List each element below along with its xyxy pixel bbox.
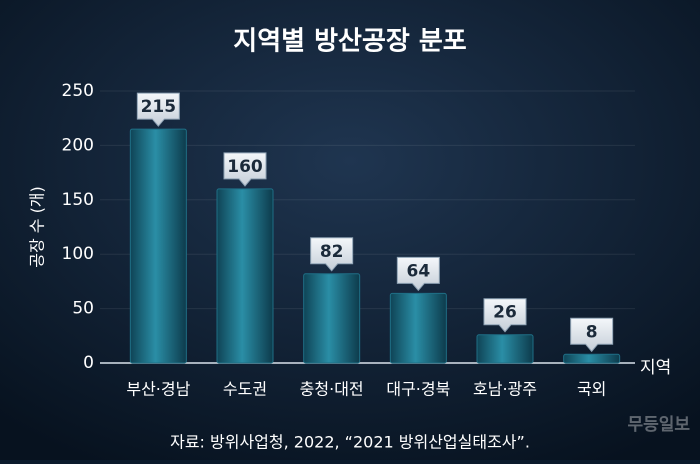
- x-tick-label: 부산·경남: [126, 380, 190, 399]
- bar: [389, 292, 447, 364]
- x-tick-label: 수도권: [223, 380, 267, 399]
- value-label-box: [310, 237, 354, 272]
- value-label: 26: [493, 303, 517, 323]
- value-label: 8: [586, 322, 598, 342]
- bar: [303, 273, 361, 364]
- y-tick-label: 200: [62, 135, 94, 155]
- y-axis-label: 공장 수 (개): [28, 186, 47, 268]
- source-note: 자료: 방위사업청, 2022, “2021 방위산업실태조사”.: [170, 433, 530, 452]
- bar: [476, 334, 534, 364]
- x-tick-label: 국외: [577, 380, 606, 399]
- x-tick-label: 대구·경북: [386, 380, 450, 399]
- value-label-box: [570, 317, 614, 353]
- watermark: 무등일보: [627, 415, 690, 435]
- value-label-box: [223, 152, 267, 187]
- y-tick-label: 0: [83, 353, 94, 373]
- value-label: 82: [320, 242, 344, 262]
- x-tick-label: 호남·광주: [473, 380, 537, 399]
- value-label: 160: [227, 157, 263, 177]
- x-axis-label: 지역: [640, 358, 671, 378]
- value-label-box: [483, 298, 527, 333]
- bar: [216, 188, 274, 364]
- value-label-box: [396, 256, 440, 292]
- bar: [563, 353, 621, 364]
- y-tick-label: 100: [62, 244, 94, 264]
- value-label: 64: [406, 261, 430, 281]
- y-tick-label: 150: [62, 190, 94, 210]
- chart-title: 지역별 방산공장 분포: [233, 27, 466, 57]
- value-label: 215: [141, 97, 177, 117]
- y-tick-label: 250: [62, 81, 94, 101]
- bar: [129, 128, 187, 364]
- value-label-box: [136, 92, 180, 127]
- x-tick-label: 충청·대전: [300, 380, 364, 399]
- y-tick-label: 50: [72, 299, 94, 319]
